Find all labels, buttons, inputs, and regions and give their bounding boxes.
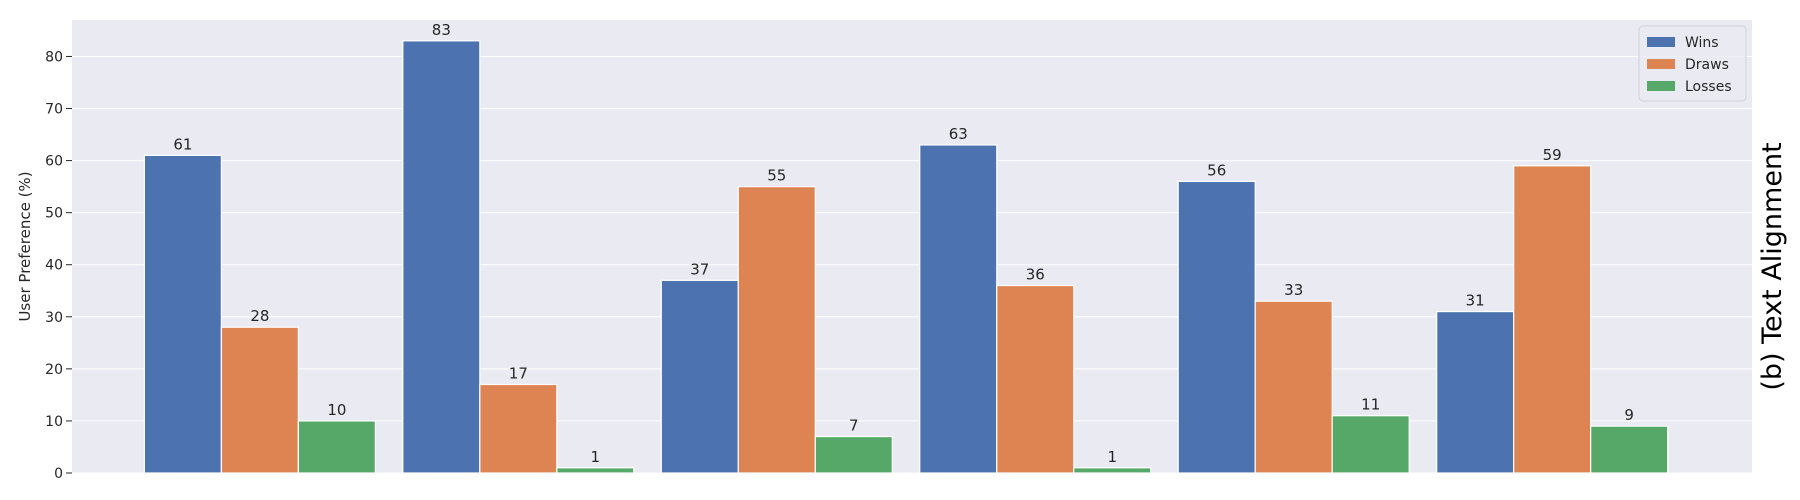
y-tick-label: 70 [45,102,63,118]
bar-value-label: 59 [1543,146,1562,164]
y-tick-label: 40 [45,258,63,274]
bar-value-label: 36 [1026,266,1045,284]
bar [737,186,816,474]
bar-value-label: 83 [432,21,451,39]
bar-value-label: 31 [1466,292,1485,310]
bar [996,284,1075,474]
y-axis-label: User Preference (%) [16,171,34,321]
bar-value-label: 55 [767,167,786,185]
bar-value-label: 17 [509,364,528,382]
bar-value-label: 56 [1207,161,1226,179]
legend-label: Draws [1685,57,1729,73]
y-axis-ticks: 0 10 20 30 40 50 60 70 80 [45,49,72,482]
bar [1073,467,1152,474]
bar-value-label: 1 [591,448,601,466]
bar [1436,310,1515,474]
bar [143,154,222,474]
legend-label: Losses [1685,79,1732,95]
bars [143,40,1669,474]
y-tick-label: 50 [45,206,63,222]
bar [297,420,376,474]
bar [1177,180,1256,474]
bar [1590,425,1669,474]
bar-value-label: 10 [327,401,346,419]
y-tick-label: 30 [45,310,63,326]
bar-value-label: 7 [849,417,859,435]
bar-value-label: 61 [173,135,192,153]
bar [1254,300,1333,474]
legend-label: Wins [1685,35,1719,51]
bar [660,279,739,474]
y-tick-label: 10 [45,414,63,430]
y-tick-label: 80 [45,49,63,65]
y-tick-label: 0 [54,466,63,482]
bar-value-label: 28 [250,307,269,325]
bar [402,40,481,474]
legend-swatch [1647,59,1675,69]
panel-title: (b) Text Alignment [1757,142,1788,390]
bar-value-label: 1 [1107,448,1117,466]
bar [1513,165,1592,474]
bar [479,383,558,474]
y-tick-label: 20 [45,362,63,378]
y-tick-label: 60 [45,154,63,170]
bar-value-label: 37 [690,260,709,278]
bar-value-label: 11 [1361,396,1380,414]
legend-swatch [1647,81,1675,91]
bar [1331,415,1410,474]
bar [814,435,893,474]
bar-value-label: 63 [949,125,968,143]
bar [556,467,635,474]
legend: Wins Draws Losses [1638,25,1747,102]
legend-swatch [1647,37,1675,47]
bar-value-label: 33 [1284,281,1303,299]
bar [220,326,299,474]
bar [919,144,998,474]
bar-value-label: 9 [1624,406,1634,424]
